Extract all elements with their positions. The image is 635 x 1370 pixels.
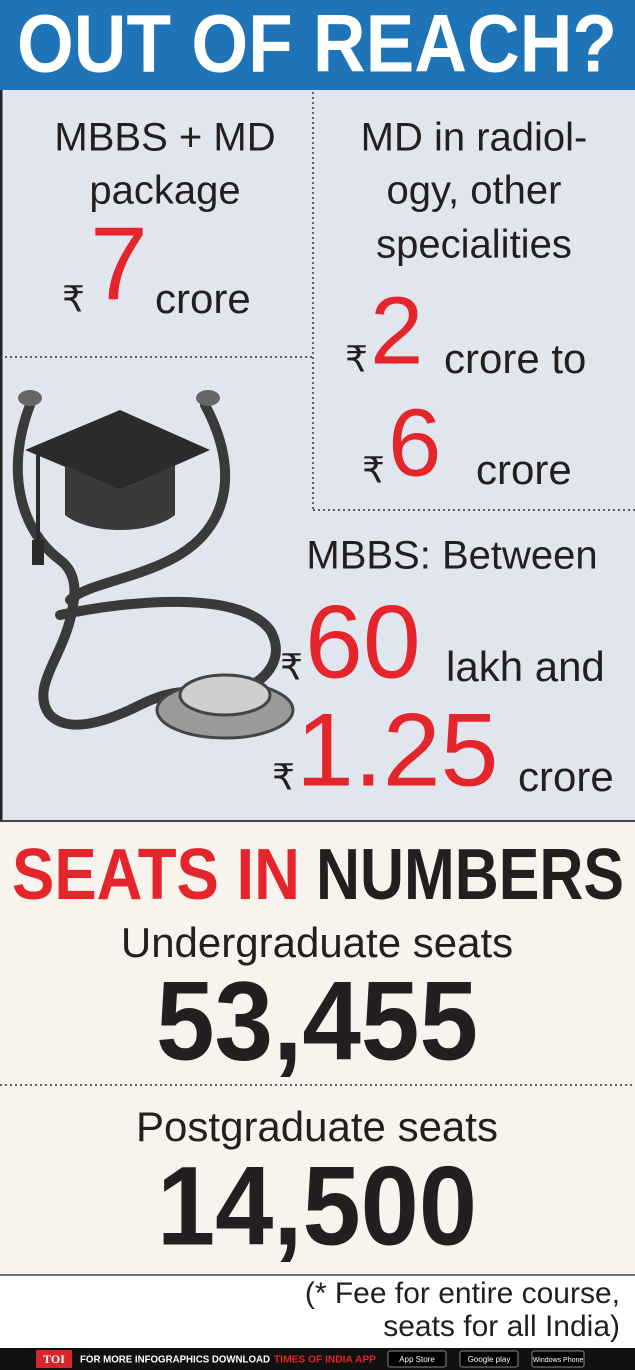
seats-title: NUMBERS	[316, 835, 624, 915]
fee-label: ogy, other	[387, 169, 562, 213]
footer-app: TIMES OF INDIA APP	[274, 1355, 376, 1366]
store-label: App Store	[399, 1355, 435, 1364]
seats-value: 53,455	[156, 959, 478, 1084]
fee-amount: 2	[370, 277, 423, 384]
fee-unit: crore	[155, 275, 251, 322]
fee-unit: crore	[518, 753, 614, 800]
currency: ₹	[62, 279, 85, 320]
store-label: Google play	[468, 1355, 511, 1364]
logo-box	[36, 1350, 72, 1368]
fee-unit: crore to	[444, 335, 586, 382]
fee-label: MBBS: Between	[306, 534, 597, 578]
fee-amount: 60	[305, 584, 421, 700]
fee-amount: 1.25	[296, 692, 498, 808]
store-badge[interactable]	[387, 1350, 447, 1368]
seats-label: Postgraduate seats	[136, 1103, 498, 1150]
currency: ₹	[272, 757, 295, 798]
fee-amount: 7	[90, 206, 148, 322]
currency: ₹	[345, 339, 368, 380]
store-label: Windows Phone	[533, 1357, 584, 1364]
fee-unit: crore	[476, 446, 572, 493]
fee-label: package	[89, 169, 240, 213]
currency: ₹	[362, 450, 385, 491]
note: seats for all India)	[383, 1310, 620, 1343]
note: (* Fee for entire course,	[305, 1277, 620, 1310]
seats-title: SEATS IN	[12, 835, 300, 915]
logo: TOI	[43, 1352, 65, 1366]
fee-amount: 6	[388, 389, 441, 496]
fee-unit: lakh and	[446, 643, 605, 690]
fee-label: MBBS + MD	[54, 116, 275, 160]
seats-value: 14,500	[157, 1144, 477, 1269]
store-badge[interactable]	[459, 1350, 519, 1368]
store-badge[interactable]	[531, 1350, 585, 1368]
fee-label: specialities	[376, 223, 572, 267]
title: OUT OF REACH?	[17, 0, 617, 90]
seats-label: Undergraduate seats	[121, 919, 513, 966]
header-bar	[0, 0, 635, 90]
footer-text: FOR MORE INFOGRAPHICS DOWNLOAD	[80, 1355, 270, 1366]
seats-panel	[0, 820, 635, 1275]
stethoscope-illustration	[12, 390, 295, 740]
fee-label: MD in radiol-	[361, 116, 588, 160]
currency: ₹	[280, 647, 303, 688]
